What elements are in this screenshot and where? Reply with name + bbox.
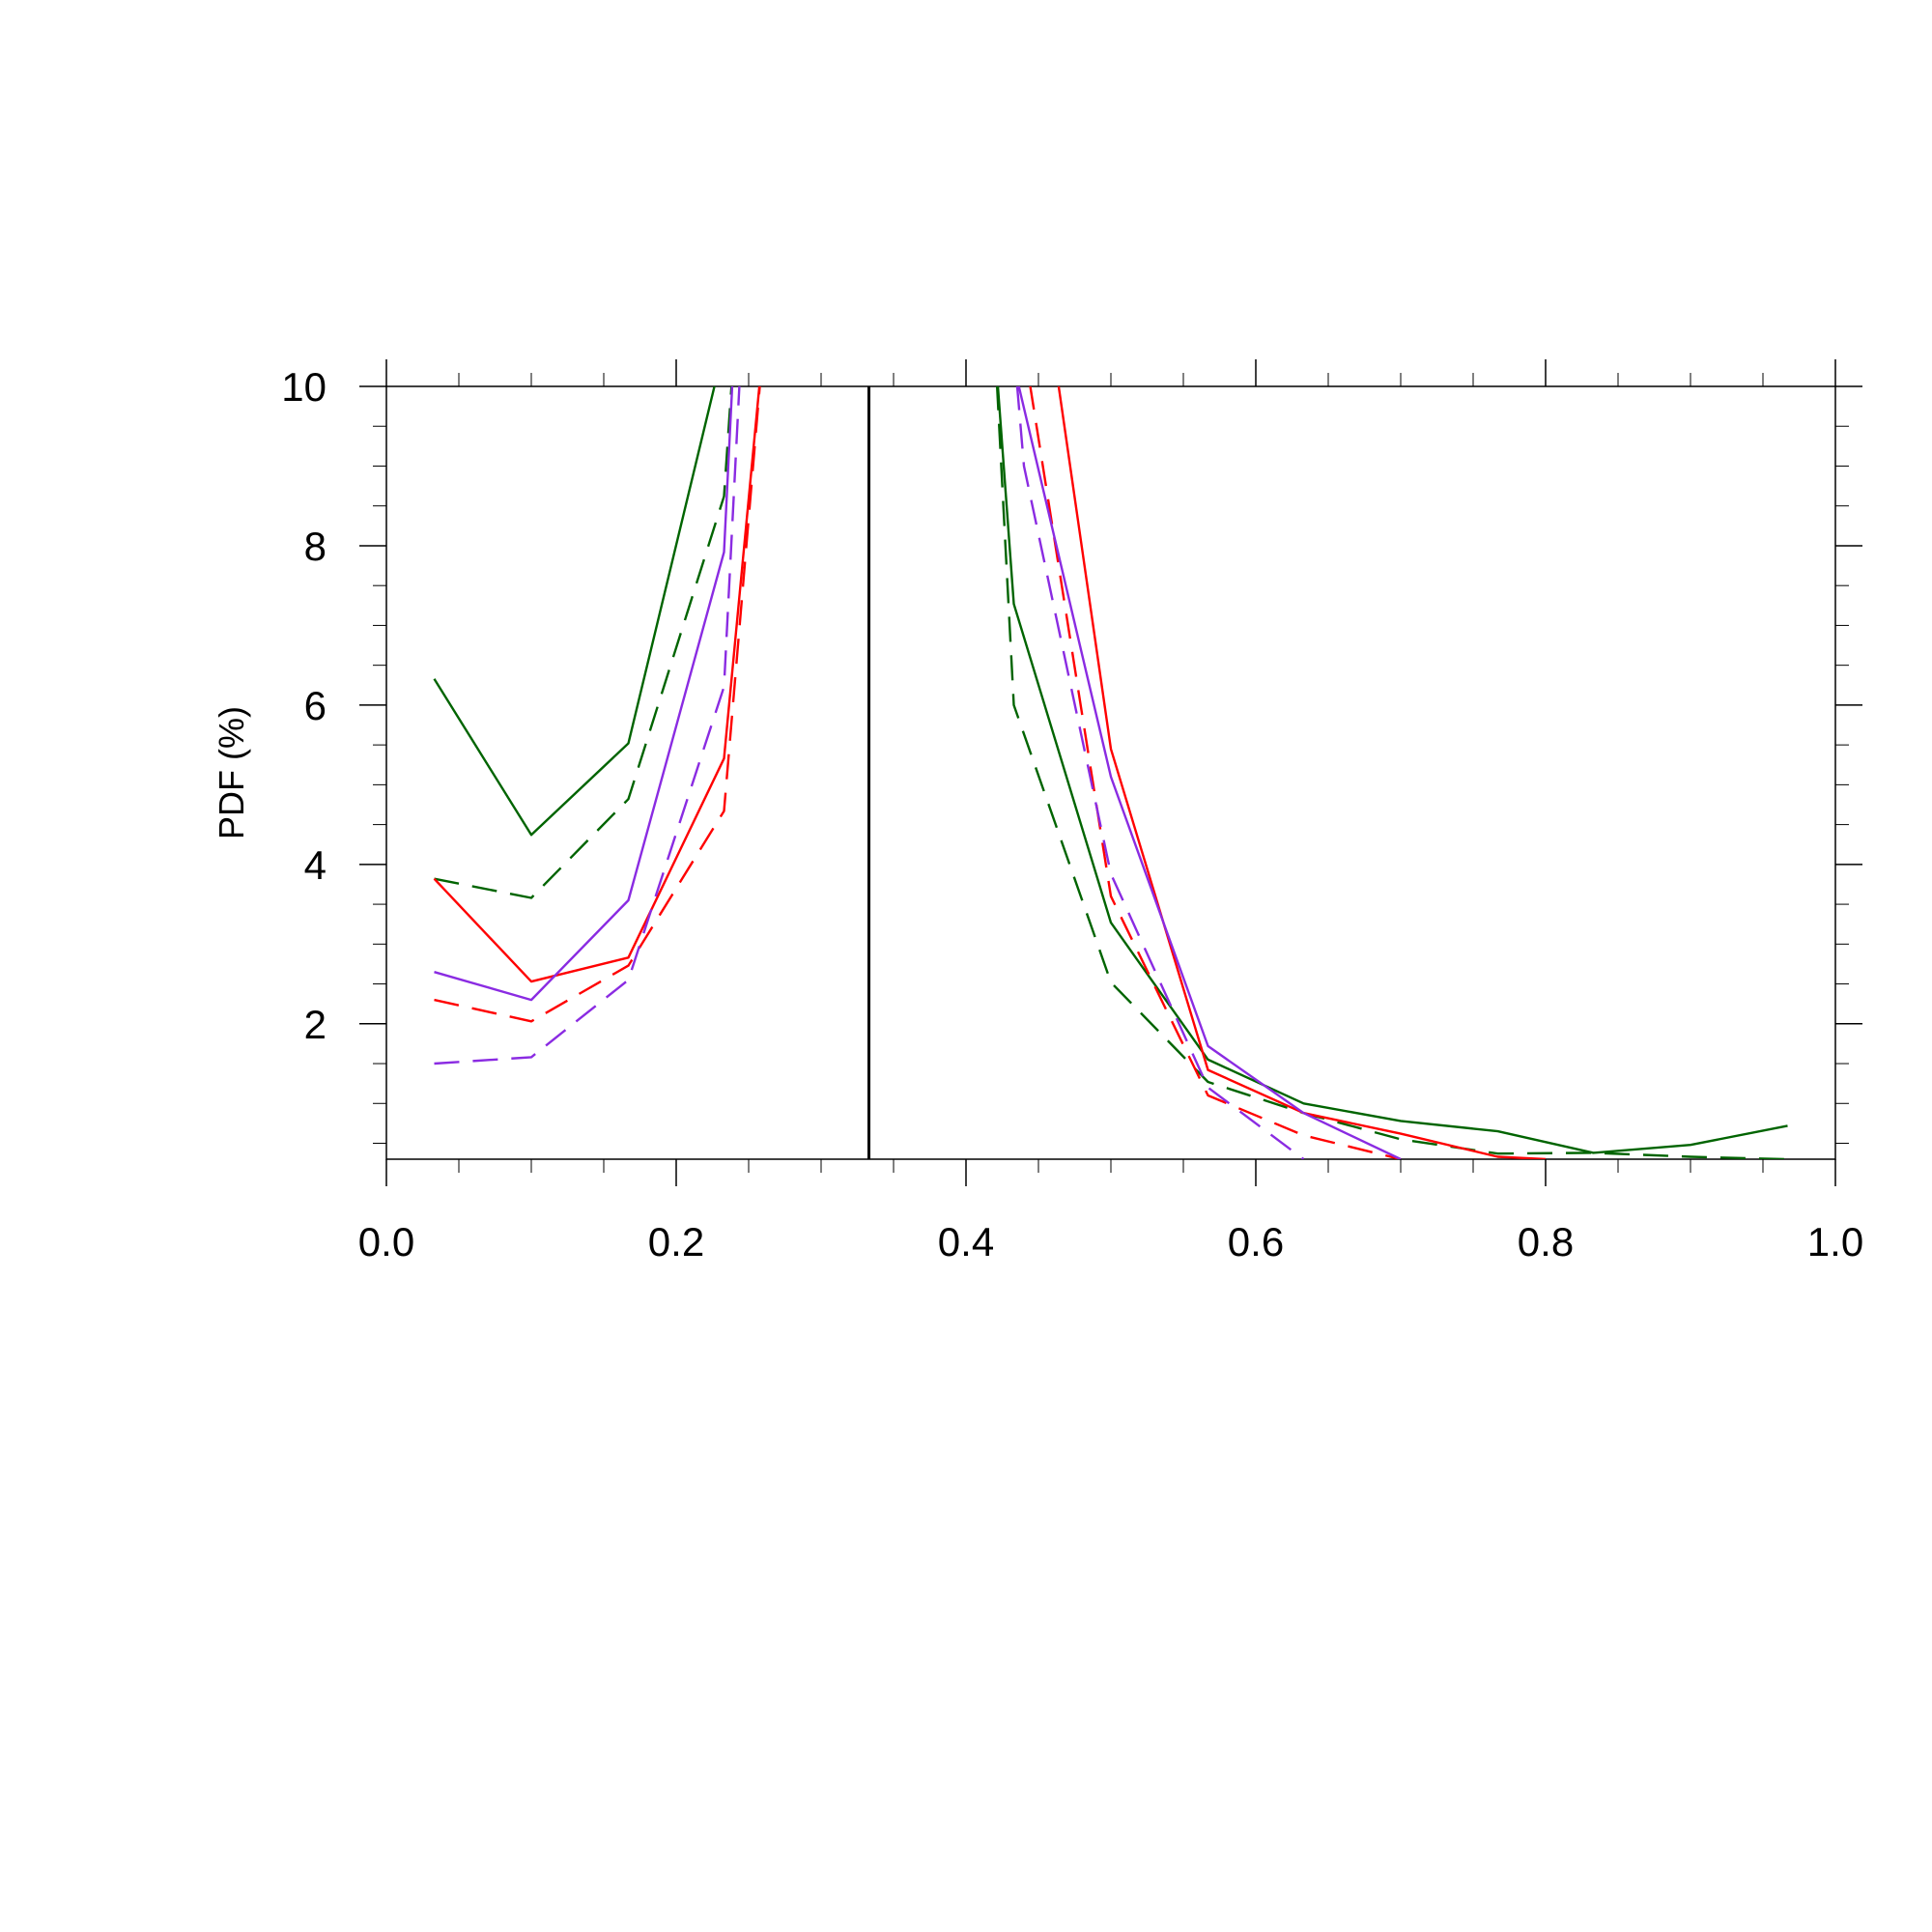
x-tick-label: 0.4 (938, 1219, 994, 1264)
major-ticks (359, 359, 1862, 1186)
series-layer (433, 386, 1788, 1159)
series-line-2 (434, 386, 1788, 1159)
series-line-4 (434, 386, 1402, 1159)
x-tick-labels: 0.0 0.2 0.4 0.6 0.8 1.0 (358, 1219, 1863, 1264)
x-tick-label: 1.0 (1807, 1219, 1863, 1264)
y-tick-label: 2 (304, 1002, 327, 1047)
y-axis-title: PDF (%) (212, 706, 251, 839)
x-tick-label: 0.2 (648, 1219, 704, 1264)
x-tick-label: 0.6 (1228, 1219, 1284, 1264)
y-tick-labels: 2 4 6 8 10 (281, 364, 327, 1047)
x-tick-label: 0.0 (358, 1219, 414, 1264)
y-tick-label: 8 (304, 524, 327, 569)
y-tick-label: 10 (281, 364, 327, 410)
series-line-5 (434, 386, 1402, 1159)
series-line-3 (433, 386, 1547, 1159)
y-tick-label: 6 (304, 683, 327, 728)
x-tick-label: 0.8 (1518, 1219, 1574, 1264)
minor-ticks (373, 373, 1849, 1173)
y-tick-label: 4 (304, 842, 327, 888)
series-line-1 (433, 386, 1788, 1154)
series-line-6 (434, 386, 1305, 1159)
